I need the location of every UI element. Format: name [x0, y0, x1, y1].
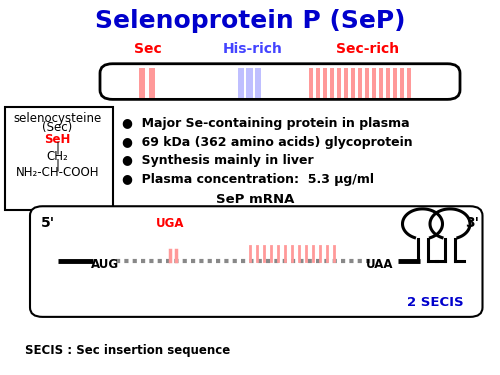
Bar: [309, 68, 313, 98]
Text: ●  69 kDa (362 amino acids) glycoprotein: ● 69 kDa (362 amino acids) glycoprotein: [122, 136, 413, 149]
Bar: [149, 68, 154, 98]
Text: 2 SECIS: 2 SECIS: [406, 297, 464, 309]
Bar: [323, 68, 327, 98]
Bar: [400, 68, 404, 98]
FancyBboxPatch shape: [100, 64, 460, 99]
Text: UAA: UAA: [366, 258, 394, 270]
Bar: [139, 68, 144, 98]
Text: UGA: UGA: [156, 217, 184, 229]
Text: AUG: AUG: [91, 258, 119, 270]
Text: ●  Major Se-containing protein in plasma: ● Major Se-containing protein in plasma: [122, 117, 410, 130]
Bar: [246, 68, 252, 98]
Bar: [330, 68, 334, 98]
Text: Selenoprotein P (SeP): Selenoprotein P (SeP): [95, 9, 405, 33]
Bar: [393, 68, 397, 98]
Text: ●  Synthesis mainly in liver: ● Synthesis mainly in liver: [122, 154, 314, 167]
Bar: [365, 68, 369, 98]
Bar: [238, 68, 244, 98]
Bar: [407, 68, 411, 98]
Text: 3': 3': [466, 216, 479, 230]
Text: CH₂: CH₂: [46, 150, 68, 163]
Text: SeH: SeH: [44, 134, 70, 146]
Text: selenocysteine: selenocysteine: [14, 112, 102, 125]
Text: |: |: [56, 142, 60, 154]
Text: His-rich: His-rich: [222, 42, 282, 56]
Text: (Sec): (Sec): [42, 121, 72, 134]
Text: SeP mRNA: SeP mRNA: [216, 193, 294, 206]
Bar: [254, 68, 261, 98]
Bar: [372, 68, 376, 98]
Text: ●  Plasma concentration:  5.3 μg/ml: ● Plasma concentration: 5.3 μg/ml: [122, 173, 374, 186]
Bar: [386, 68, 390, 98]
Text: SECIS : Sec insertion sequence: SECIS : Sec insertion sequence: [25, 344, 230, 357]
Text: Sec-rich: Sec-rich: [336, 42, 399, 56]
Bar: [358, 68, 362, 98]
Text: 5': 5': [40, 216, 54, 230]
Bar: [316, 68, 320, 98]
Text: Sec: Sec: [134, 42, 162, 56]
Bar: [337, 68, 341, 98]
Bar: [5, 107, 112, 210]
Text: |: |: [56, 158, 60, 171]
FancyBboxPatch shape: [30, 206, 482, 317]
Bar: [351, 68, 355, 98]
Bar: [344, 68, 348, 98]
Text: NH₂-CH-COOH: NH₂-CH-COOH: [16, 166, 99, 179]
Bar: [379, 68, 383, 98]
